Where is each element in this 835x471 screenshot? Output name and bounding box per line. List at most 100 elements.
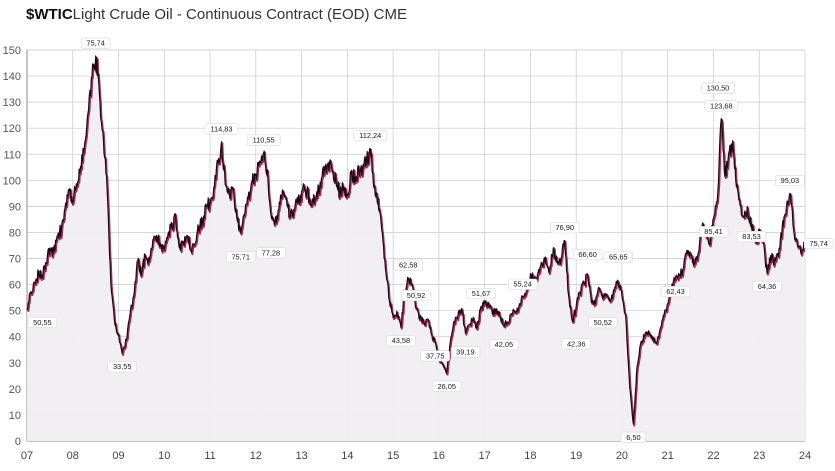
page-title: $WTICLight Crude Oil - Continuous Contra… xyxy=(26,6,407,23)
x-axis-tick-label: 20 xyxy=(616,450,628,462)
callout-label: 50,92 xyxy=(407,291,426,300)
callout-box xyxy=(107,361,137,373)
callout-label: 6,50 xyxy=(626,433,640,442)
x-axis-tick-label: 13 xyxy=(295,450,307,462)
x-axis-tick-label: 18 xyxy=(524,450,536,462)
price-callout: 65,65 xyxy=(603,251,634,263)
callout-label: 39,19 xyxy=(456,348,475,357)
y-axis-tick-label: 120 xyxy=(3,123,21,135)
callout-label: 85,41 xyxy=(704,227,723,236)
x-axis-tick-label: 19 xyxy=(570,450,582,462)
callout-label: 50,52 xyxy=(593,318,612,327)
callout-box xyxy=(803,238,834,250)
y-axis-tick-label: 90 xyxy=(9,201,21,213)
y-axis-tick-label: 10 xyxy=(9,410,21,422)
callout-label: 75,71 xyxy=(231,252,250,261)
x-axis-tick-label: 22 xyxy=(707,450,719,462)
callout-box xyxy=(736,231,767,243)
callout-label: 65,65 xyxy=(609,253,628,262)
callout-box xyxy=(752,280,782,292)
callout-box xyxy=(620,431,646,443)
chart-plot-area: 0 10 20 30 40 50 60 70 80 90 100 110 120 130 140 150 07… xyxy=(0,28,835,471)
x-axis-tick-label: 15 xyxy=(387,450,399,462)
callout-box xyxy=(450,346,481,358)
price-line-shadow xyxy=(26,56,807,427)
price-callout: 37,75 xyxy=(420,350,450,362)
price-callout: 76,90 xyxy=(550,222,580,234)
callout-box xyxy=(226,251,256,263)
x-axis-tick-label: 10 xyxy=(158,450,170,462)
callout-label: 64,36 xyxy=(758,282,777,291)
callout-label: 55,24 xyxy=(513,280,532,289)
callout-box xyxy=(246,134,281,146)
price-callout: 55,24 xyxy=(507,278,538,290)
y-axis-tick-label: 40 xyxy=(9,332,21,344)
callout-label: 50,55 xyxy=(33,318,52,327)
x-axis-tick-label: 24 xyxy=(799,450,811,462)
price-callout: 110,55 xyxy=(246,134,281,146)
price-callout: 75,74 xyxy=(81,37,111,49)
price-callout: 130,50 xyxy=(701,82,735,94)
callout-box xyxy=(431,380,462,392)
price-callout: 50,55 xyxy=(27,316,58,329)
callout-box xyxy=(561,338,591,350)
callout-label: 43,58 xyxy=(392,336,411,345)
callout-label: 110,55 xyxy=(253,136,275,145)
price-callouts: 50,55 75,74 33,55 114,83 110,55 75,71 77,28 112… xyxy=(27,37,834,443)
price-series xyxy=(26,55,807,441)
x-axis-tick-label: 16 xyxy=(433,450,445,462)
callout-box xyxy=(204,123,239,135)
price-callout: 77,28 xyxy=(256,247,286,259)
price-callout: 75,71 xyxy=(226,251,256,263)
price-chart-svg: 0 10 20 30 40 50 60 70 80 90 100 110 120 130 140 150 07… xyxy=(3,37,834,462)
price-callout: 62,43 xyxy=(660,285,691,298)
price-callout: 75,74 xyxy=(803,238,834,250)
callout-box xyxy=(507,278,538,290)
price-callout: 62,58 xyxy=(393,259,423,271)
callout-label: 75,74 xyxy=(809,239,828,248)
x-axis-tick-label: 21 xyxy=(662,450,674,462)
y-axis-tick-label: 30 xyxy=(9,358,21,370)
callout-box xyxy=(572,249,603,261)
callout-label: 37,75 xyxy=(426,351,445,360)
callout-label: 95,03 xyxy=(781,176,800,185)
callout-box xyxy=(81,37,111,49)
callout-box xyxy=(660,285,691,298)
y-axis-tick-label: 60 xyxy=(9,280,21,292)
callout-label: 123,68 xyxy=(710,101,733,110)
callout-label: 62,58 xyxy=(399,261,418,270)
callout-label: 83,53 xyxy=(742,232,761,241)
callout-box xyxy=(489,339,519,351)
y-axis-tick-label: 80 xyxy=(9,227,21,239)
callout-label: 26,05 xyxy=(437,382,456,391)
price-callout: 50,92 xyxy=(401,289,431,302)
callout-box xyxy=(256,247,286,259)
y-axis-tick-label: 140 xyxy=(3,71,21,83)
price-callout: 114,83 xyxy=(204,123,239,135)
price-callout: 95,03 xyxy=(775,175,805,187)
callout-box xyxy=(698,226,729,238)
y-axis-tick-label: 20 xyxy=(9,384,21,396)
callout-box xyxy=(386,335,416,347)
y-axis-tick-label: 100 xyxy=(3,175,21,187)
price-callout: 83,53 xyxy=(736,231,767,243)
callout-label: 42,36 xyxy=(567,339,586,348)
callout-label: 75,74 xyxy=(86,39,105,48)
price-callout: 43,58 xyxy=(386,335,416,347)
callout-box xyxy=(701,82,735,94)
price-callout: 51,67 xyxy=(466,287,496,300)
callout-box xyxy=(27,316,58,329)
price-callout: 123,68 xyxy=(704,100,739,112)
callout-label: 77,28 xyxy=(262,248,281,257)
y-axis-labels: 0 10 20 30 40 50 60 70 80 90 100 110 120 130 140 150 xyxy=(3,45,21,448)
callout-label: 62,43 xyxy=(666,287,685,296)
price-callout: 64,36 xyxy=(752,280,782,292)
chart-symbol: $WTIC xyxy=(26,6,73,23)
callout-box xyxy=(466,287,496,300)
callout-box xyxy=(420,350,450,362)
x-axis-tick-label: 14 xyxy=(341,450,353,462)
callout-label: 51,67 xyxy=(472,289,491,298)
price-callout: 85,41 xyxy=(698,226,729,238)
x-axis-tick-label: 12 xyxy=(250,450,262,462)
y-axis-tick-label: 110 xyxy=(3,149,21,161)
